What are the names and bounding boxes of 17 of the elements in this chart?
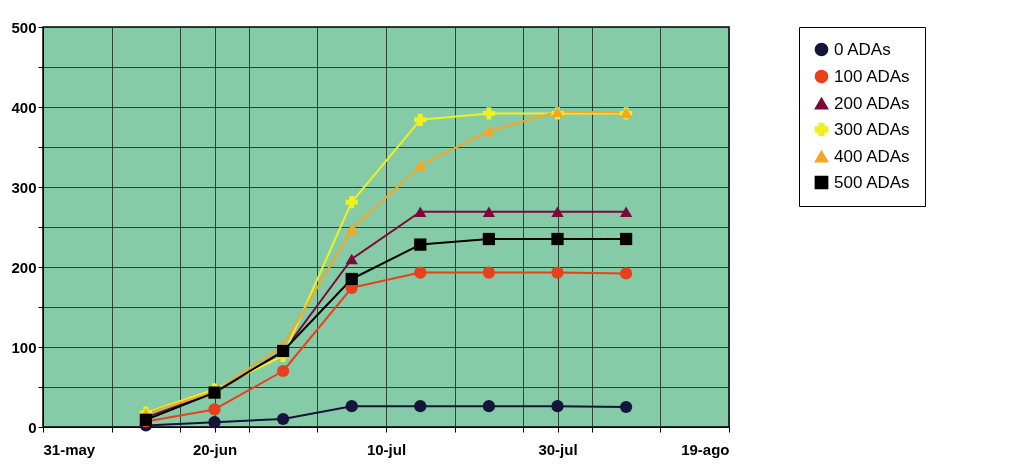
legend-label: 0 ADAs [834,39,891,59]
y-tick-label: 500 [11,18,37,36]
y-tick-label: 400 [11,98,37,116]
legend-label: 200 ADAs [834,93,910,113]
y-tick-label: 0 [28,418,37,436]
x-tick-label: 30-jul [538,440,578,458]
y-tick-label: 200 [11,258,37,276]
x-tick-label: 10-jul [366,440,407,458]
legend-label: 500 ADAs [834,172,910,192]
x-tick-label: 19-ago [681,440,730,458]
legend-label: 100 ADAs [834,66,910,86]
y-tick-label: 100 [11,338,37,356]
y-tick-label: 300 [11,178,37,196]
x-tick-label: 31-may [43,440,96,458]
x-tick-label: 20-jun [192,440,238,458]
legend-label: 400 ADAs [834,146,910,166]
legend-label: 300 ADAs [834,119,910,139]
